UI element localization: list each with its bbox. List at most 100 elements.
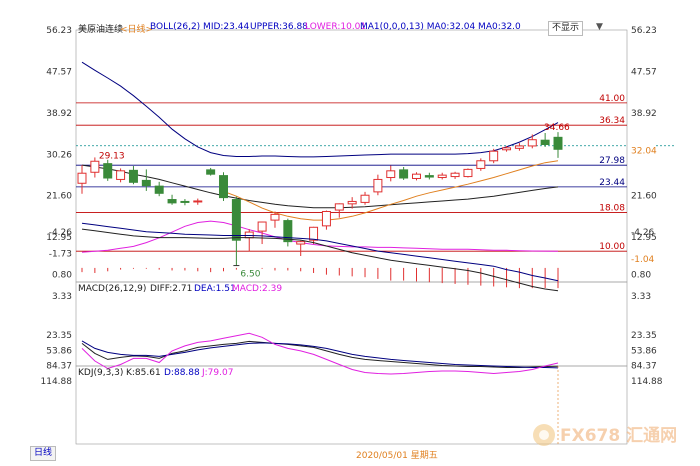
- boll-upper-line: [81, 61, 559, 158]
- macd-panel-frame: [75, 281, 628, 367]
- low-annotation: 6.50: [240, 270, 260, 280]
- candle-body: [424, 175, 434, 178]
- price-axis-label: 56.23: [46, 26, 72, 36]
- candle-body: [527, 139, 537, 147]
- watermark-text: FX678 汇通网: [560, 426, 677, 446]
- macd-axis-label: 0.80: [631, 271, 651, 281]
- macd-dea-readout: DEA:1.51: [194, 284, 236, 294]
- price-axis-label: 12.95: [46, 233, 72, 243]
- candle-body: [386, 170, 396, 179]
- price-level-label: 23.44: [599, 178, 625, 188]
- kdj-axis-label: 53.86: [631, 346, 657, 356]
- candle-body: [167, 199, 177, 204]
- tab-daily[interactable]: 日线: [30, 446, 57, 461]
- price-axis-label: 56.23: [631, 26, 657, 36]
- macd-axis-label: -1.04: [631, 255, 655, 265]
- candle-body: [270, 213, 280, 221]
- candle-body: [193, 200, 203, 203]
- kdj-axis-label: 53.86: [46, 346, 72, 356]
- peak-annotation: 29.13: [99, 151, 125, 161]
- price-axis-label: 47.57: [631, 67, 657, 77]
- macd-axis-label: -1.73: [49, 249, 72, 259]
- price-level-label: 41.00: [599, 94, 625, 104]
- candle-body: [180, 200, 190, 203]
- candle-body: [411, 173, 421, 179]
- watermark-icon: FX678 汇通网: [533, 424, 677, 446]
- kdj-d-readout: D:88.88: [164, 368, 200, 378]
- macd-title: MACD(26,12,9): [78, 284, 147, 294]
- date-readout: 2020/05/01 星期五: [356, 451, 438, 461]
- price-axis-label: 21.60: [631, 192, 657, 202]
- candle-body: [116, 170, 126, 180]
- candle-body: [103, 163, 113, 179]
- dropdown-arrow-icon[interactable]: ▼: [596, 22, 603, 32]
- kdj-k-line: [81, 340, 559, 368]
- price-level-label: 36.34: [599, 116, 625, 126]
- kdj-d-line: [81, 340, 559, 369]
- candle-body: [283, 220, 293, 243]
- price-axis-label: 21.60: [46, 192, 72, 202]
- kdj-k-readout: K:85.61: [126, 368, 161, 378]
- boll-mid-line: [81, 164, 559, 209]
- macd-diff-readout: DIFF:2.71: [150, 284, 193, 294]
- boll-lower-line: [81, 220, 559, 253]
- kdj-j-readout: J:79.07: [202, 368, 234, 378]
- high-annotation: 34.66: [544, 123, 570, 133]
- candle-body: [437, 174, 447, 179]
- watermark-logo: FX678 汇通网: [528, 420, 678, 454]
- price-level-label: 18.08: [599, 204, 625, 214]
- boll-upper-readout: UPPER:36.88: [250, 22, 308, 32]
- price-axis-label: 38.92: [46, 109, 72, 119]
- candle-body: [540, 139, 550, 146]
- price-level-label: 10.00: [599, 242, 625, 252]
- candle-body: [463, 168, 473, 178]
- instrument-name: 美原油连续: [78, 25, 124, 35]
- candle-body: [154, 185, 164, 194]
- candle-body: [141, 179, 151, 187]
- price-axis-label: 30.26: [46, 150, 72, 160]
- macd-diff-line: [81, 228, 559, 292]
- kdj-axis-label: 84.37: [46, 362, 72, 372]
- candle-body: [309, 226, 319, 241]
- candle-body: [347, 200, 357, 205]
- candle-body: [206, 169, 216, 175]
- ma-readout: MA1(0,0,0,13) MA0:32.04 MA0:32.0: [360, 22, 521, 32]
- macd-dea-line: [81, 222, 559, 282]
- price-axis-label: 38.92: [631, 109, 657, 119]
- current-price-label: 32.04: [631, 147, 657, 157]
- timeframe-label[interactable]: <日线>: [120, 25, 154, 35]
- candle-body: [231, 199, 241, 241]
- kdj-title: KDJ(9,3,3): [78, 368, 124, 378]
- candle-body: [219, 175, 229, 199]
- candle-body: [553, 136, 563, 150]
- macd-axis-label: -4.26: [49, 228, 73, 238]
- candle-body: [244, 231, 254, 239]
- kdj-axis-label: 114.88: [631, 377, 663, 387]
- candle-body: [90, 160, 100, 173]
- kdj-panel-frame: [75, 365, 628, 445]
- price-axis-label: 12.95: [631, 233, 657, 243]
- candle-body: [296, 241, 306, 245]
- candle-body: [373, 178, 383, 193]
- boll-lower-readout: LOWER:10.01: [305, 22, 367, 32]
- candle-body: [450, 172, 460, 178]
- candle-body: [514, 145, 524, 149]
- candle-body: [399, 169, 409, 179]
- candle-body: [360, 194, 370, 203]
- hide-button[interactable]: 不显示: [548, 21, 584, 36]
- macd-value-readout: MACD:2.39: [232, 284, 283, 294]
- candle-body: [128, 169, 138, 183]
- kdj-axis-label: 23.35: [631, 331, 657, 341]
- candle-body: [77, 172, 87, 184]
- kdj-j-line: [81, 332, 559, 375]
- macd-axis-label: 3.33: [52, 292, 72, 302]
- price-axis-label: 47.57: [46, 67, 72, 77]
- price-level-label: 27.98: [599, 156, 625, 166]
- boll-readout: BOLL(26,2) MID:23.44: [150, 22, 250, 32]
- macd-axis-label: -4.26: [631, 228, 655, 238]
- candle-body: [257, 221, 267, 232]
- kdj-axis-label: 23.35: [46, 331, 72, 341]
- candle-body: [489, 150, 499, 162]
- candle-body: [334, 203, 344, 211]
